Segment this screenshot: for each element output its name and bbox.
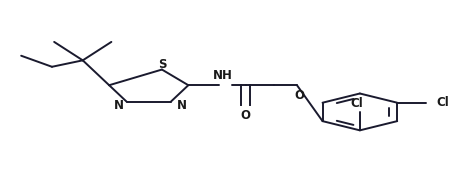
Text: O: O	[294, 89, 304, 102]
Text: N: N	[114, 99, 124, 112]
Text: Cl: Cl	[436, 96, 449, 109]
Text: N: N	[177, 99, 187, 112]
Text: O: O	[240, 109, 251, 122]
Text: S: S	[158, 59, 166, 71]
Text: NH: NH	[213, 69, 233, 82]
Text: Cl: Cl	[350, 97, 363, 110]
